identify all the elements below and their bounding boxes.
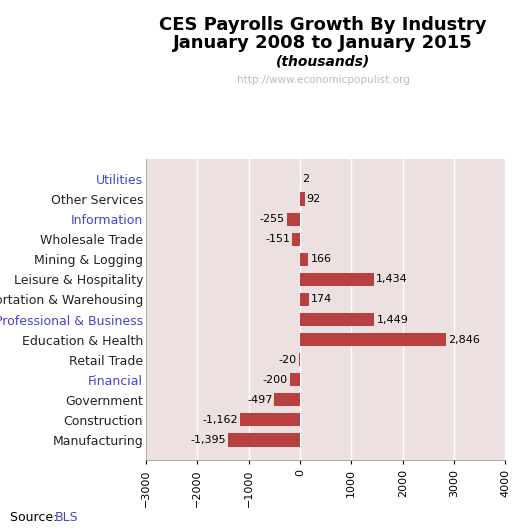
Bar (240, 413, 300, 426)
Text: http://www.economicpopulist.org: http://www.economicpopulist.org (237, 75, 410, 85)
Text: -200: -200 (263, 375, 288, 385)
Text: 174: 174 (311, 295, 332, 304)
Text: -1,162: -1,162 (203, 415, 238, 425)
Text: 92: 92 (307, 194, 321, 204)
Text: Source:: Source: (10, 510, 62, 524)
Bar (299, 353, 300, 366)
Bar (292, 233, 300, 245)
Text: -497: -497 (247, 395, 272, 405)
Bar (300, 253, 308, 266)
Text: 2,846: 2,846 (448, 334, 480, 344)
Text: 2: 2 (302, 174, 309, 184)
Text: 1,449: 1,449 (376, 315, 408, 324)
Bar (275, 393, 300, 406)
Bar (300, 293, 309, 306)
Bar (300, 273, 374, 286)
Text: -151: -151 (265, 234, 290, 244)
Text: -1,395: -1,395 (191, 435, 226, 445)
Text: CES Payrolls Growth By Industry: CES Payrolls Growth By Industry (159, 16, 487, 34)
Bar (290, 373, 300, 386)
Bar (300, 193, 305, 206)
Text: -20: -20 (279, 354, 297, 364)
Bar (300, 313, 375, 326)
Text: BLS: BLS (55, 510, 78, 524)
Bar (287, 213, 300, 226)
Text: (thousands): (thousands) (276, 54, 370, 68)
Text: 166: 166 (311, 254, 331, 264)
Text: -255: -255 (259, 214, 285, 224)
Bar (300, 333, 446, 346)
Text: January 2008 to January 2015: January 2008 to January 2015 (173, 34, 473, 52)
Bar (228, 433, 300, 446)
Text: 1,434: 1,434 (376, 275, 407, 285)
